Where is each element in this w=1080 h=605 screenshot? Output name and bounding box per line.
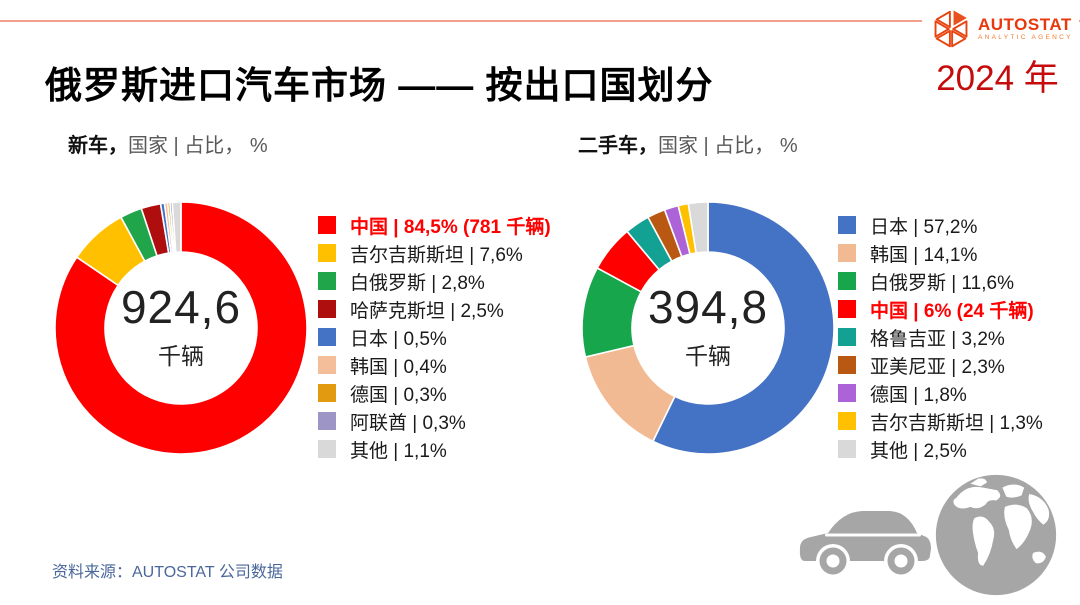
donut-chart-svg — [581, 201, 835, 455]
legend-swatch — [318, 328, 336, 346]
car-icon — [799, 511, 931, 578]
legend-label: 哈萨克斯坦 | 2,5% — [350, 300, 504, 322]
legend-label: 日本 | 0,5% — [350, 328, 447, 350]
donut-slice-日本 — [651, 201, 835, 455]
legend-item: 日本 | 57,2% — [838, 211, 1043, 239]
legend-label: 德国 | 0,3% — [350, 384, 447, 406]
legend-label: 其他 | 1,1% — [350, 440, 447, 462]
legend-label: 其他 | 2,5% — [870, 440, 967, 462]
legend-swatch — [838, 440, 856, 458]
top-divider-line — [0, 20, 1080, 22]
legend-swatch — [838, 244, 856, 262]
legend-swatch — [318, 440, 336, 458]
page-title: 俄罗斯进口汽车市场 —— 按出口国划分 — [45, 64, 714, 106]
legend-item: 日本 | 0,5% — [318, 323, 551, 351]
legend-item: 韩国 | 0,4% — [318, 351, 551, 379]
legend-label: 韩国 | 0,4% — [350, 356, 447, 378]
legend-item: 白俄罗斯 | 11,6% — [838, 267, 1043, 295]
legend-swatch — [318, 412, 336, 430]
chart-header-rest: 国家 | 占比， % — [658, 135, 798, 157]
chart-header-new-cars: 新车，国家 | 占比， % — [68, 133, 570, 159]
legend-swatch — [318, 300, 336, 318]
legend-swatch — [838, 328, 856, 346]
legend-item: 吉尔吉斯斯坦 | 7,6% — [318, 239, 551, 267]
legend-item: 中国 | 6% (24 千辆) — [838, 295, 1043, 323]
chart-header-used-cars: 二手车，国家 | 占比， % — [578, 133, 1080, 159]
legend-swatch — [838, 384, 856, 402]
chart-new-cars: 新车，国家 | 占比， % 924,6 千辆 中国 | 84,5% (781 千… — [45, 133, 570, 478]
legend-swatch — [318, 356, 336, 374]
logo-solid-triangle — [953, 10, 967, 26]
autostat-pinwheel-logo-icon — [934, 10, 968, 48]
legend-label: 阿联酋 | 0,3% — [350, 412, 466, 434]
year-label: 2024 年 — [936, 59, 1059, 98]
legend-swatch — [838, 272, 856, 290]
legend-label: 中国 | 6% (24 千辆) — [870, 300, 1034, 322]
legend-item: 韩国 | 14,1% — [838, 239, 1043, 267]
chart-header-rest: 国家 | 占比， % — [128, 135, 268, 157]
legend-item: 吉尔吉斯斯坦 | 1,3% — [838, 407, 1043, 435]
chart-used-cars: 二手车，国家 | 占比， % 394,8 千辆 日本 | 57,2% 韩国 | 1… — [555, 133, 1080, 478]
legend-swatch — [838, 412, 856, 430]
legend-swatch — [318, 244, 336, 262]
legend-label: 韩国 | 14,1% — [870, 244, 978, 266]
legend-swatch — [318, 272, 336, 290]
source-note: 资料来源：AUTOSTAT 公司数据 — [52, 564, 283, 581]
legend-label: 白俄罗斯 | 2,8% — [350, 272, 485, 294]
chart-header-bold: 新车， — [68, 135, 128, 157]
legend-item: 阿联酋 | 0,3% — [318, 407, 551, 435]
legend-item: 德国 | 0,3% — [318, 379, 551, 407]
legend-label: 格鲁吉亚 | 3,2% — [870, 328, 1005, 350]
legend-item: 中国 | 84,5% (781 千辆) — [318, 211, 551, 239]
donut-new-cars: 924,6 千辆 — [45, 192, 317, 464]
legend-label: 白俄罗斯 | 11,6% — [870, 272, 1014, 294]
legend-label: 吉尔吉斯斯坦 | 7,6% — [350, 244, 523, 266]
legend-item: 哈萨克斯坦 | 2,5% — [318, 295, 551, 323]
legend-label: 德国 | 1,8% — [870, 384, 967, 406]
chart-header-bold: 二手车， — [578, 135, 658, 157]
donut-chart-svg — [54, 201, 308, 455]
legend-item: 其他 | 2,5% — [838, 435, 1043, 463]
legend-used-cars: 日本 | 57,2% 韩国 | 14,1% 白俄罗斯 | 11,6% 中国 | 6% … — [838, 211, 1043, 463]
legend-new-cars: 中国 | 84,5% (781 千辆) 吉尔吉斯斯坦 | 7,6% 白俄罗斯 | 2… — [318, 211, 551, 463]
legend-swatch — [838, 300, 856, 318]
legend-swatch — [318, 216, 336, 234]
donut-slice-其他 — [171, 201, 182, 254]
legend-item: 格鲁吉亚 | 3,2% — [838, 323, 1043, 351]
legend-label: 吉尔吉斯斯坦 | 1,3% — [870, 412, 1043, 434]
legend-swatch — [838, 216, 856, 234]
brand-name: AUTOSTAT — [978, 15, 1072, 35]
legend-item: 白俄罗斯 | 2,8% — [318, 267, 551, 295]
legend-item: 其他 | 1,1% — [318, 435, 551, 463]
legend-label: 日本 | 57,2% — [870, 216, 978, 238]
legend-item: 亚美尼亚 | 2,3% — [838, 351, 1043, 379]
autostat-brand: AUTOSTAT ANALYTIC AGENCY — [922, 4, 1079, 54]
legend-label: 亚美尼亚 | 2,3% — [870, 356, 1005, 378]
globe-icon — [935, 474, 1057, 596]
donut-slice-中国 — [54, 201, 308, 455]
donut-used-cars: 394,8 千辆 — [572, 192, 844, 464]
legend-swatch — [838, 356, 856, 374]
legend-swatch — [318, 384, 336, 402]
legend-label: 中国 | 84,5% (781 千辆) — [350, 216, 551, 238]
donut-slice-其他 — [687, 201, 709, 254]
brand-subtitle: ANALYTIC AGENCY — [978, 34, 1073, 42]
legend-item: 德国 | 1,8% — [838, 379, 1043, 407]
